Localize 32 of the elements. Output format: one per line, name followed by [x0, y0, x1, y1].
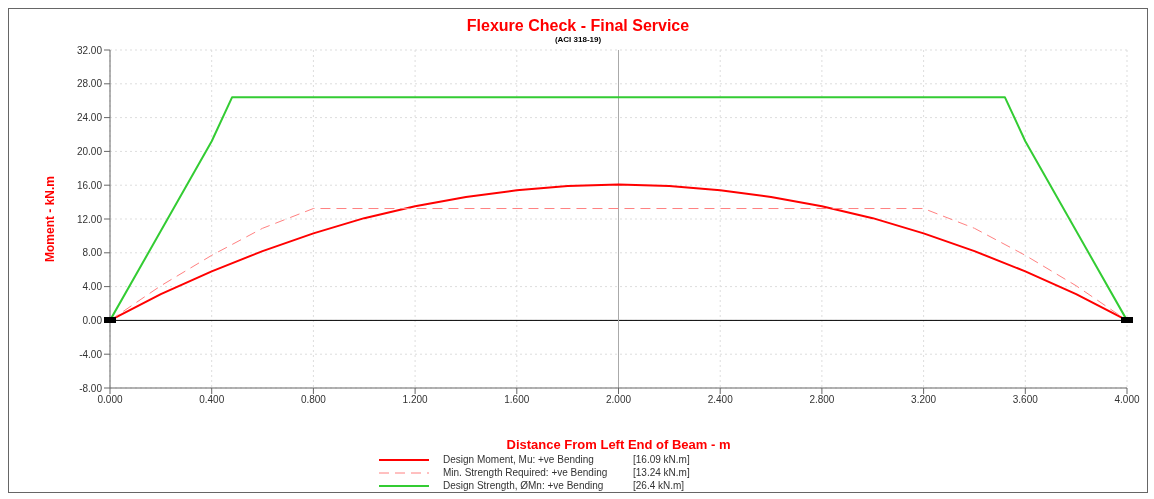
x-tick-label: 0.000: [97, 394, 123, 406]
chart-subtitle: (ACI 318-19): [553, 35, 603, 44]
x-tick-label: 2.000: [605, 394, 632, 406]
x-tick-label: 4.000: [1114, 394, 1140, 406]
x-tick-label: 2.400: [707, 394, 734, 406]
text: [26.4 kN.m]: [633, 480, 685, 491]
x-axis-title: Distance From Left End of Beam - m: [506, 437, 731, 452]
x-tick-label: 1.200: [402, 394, 429, 406]
y-tick-label: 32.00: [76, 44, 103, 56]
y-tick-label: 4.00: [82, 281, 103, 293]
y-tick-label: 24.00: [76, 112, 103, 124]
chart-title: Flexure Check - Final Service: [465, 17, 691, 35]
x-tick-label: 2.800: [809, 394, 835, 406]
x-tick-label: 3.600: [1012, 394, 1039, 406]
y-axis-title: Moment - kN.m: [43, 175, 58, 263]
y-tick-label: -8.00: [79, 382, 103, 394]
y-tick-label: -4.00: [79, 348, 103, 360]
legend-label: Design Strength, ØMn: +ve Bending: [443, 480, 605, 491]
y-tick-label: 0.00: [82, 314, 103, 326]
legend-label: Min. Strength Required: +ve Bending: [443, 467, 609, 478]
legend-label: Design Moment, Mu: +ve Bending: [443, 454, 595, 465]
y-tick-label: 20.00: [76, 145, 103, 157]
y-tick-label: 8.00: [82, 247, 103, 259]
y-tick-label: 28.00: [76, 78, 103, 90]
x-tick-label: 0.800: [300, 394, 327, 406]
x-tick-label: 3.200: [911, 394, 937, 406]
text: [13.24 kN.m]: [633, 467, 690, 478]
y-tick-label: 12.00: [76, 213, 103, 225]
text: [16.09 kN.m]: [633, 454, 690, 465]
x-tick-label: 1.600: [504, 394, 530, 406]
x-tick-label: 0.400: [199, 394, 225, 406]
y-tick-label: 16.00: [76, 179, 103, 191]
